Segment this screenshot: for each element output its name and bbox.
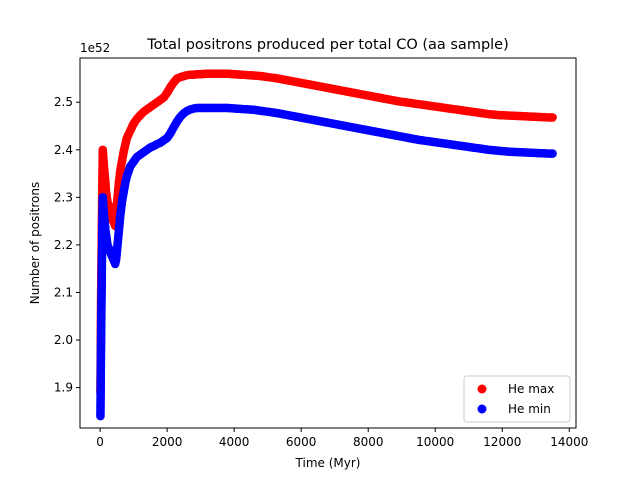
x-tick-label: 6000: [286, 435, 317, 449]
legend: He max He min: [463, 375, 571, 423]
y-axis-label: Number of positrons: [28, 182, 42, 305]
data-point: [548, 149, 557, 158]
legend-marker: [477, 404, 487, 414]
x-tick-label: 2000: [152, 435, 183, 449]
x-tick-label: 14000: [550, 435, 588, 449]
x-tick-label: 4000: [219, 435, 250, 449]
y-tick-label: 2.2: [54, 238, 73, 252]
legend-box: [463, 375, 571, 423]
x-tick-label: 10000: [416, 435, 454, 449]
y-axis: 1.9 2.0 2.1 2.2 2.3 2.4 2.5: [54, 95, 80, 395]
y-tick-label: 2.4: [54, 143, 73, 157]
y-tick-label: 1.9: [54, 381, 73, 395]
x-tick-label: 0: [96, 435, 104, 449]
chart-title: Total positrons produced per total CO (a…: [146, 37, 509, 53]
y-tick-label: 2.5: [54, 95, 73, 109]
plot-area: [96, 69, 557, 421]
x-tick-label: 12000: [483, 435, 521, 449]
x-axis: 0 2000 4000 6000 8000 10000 12000 14000: [96, 428, 588, 449]
series-he-min: [96, 103, 557, 421]
legend-label: He min: [508, 402, 551, 416]
x-tick-label: 8000: [353, 435, 384, 449]
legend-label: He max: [508, 382, 554, 396]
y-offset-text: 1e52: [80, 41, 110, 55]
plot-frame: [79, 57, 577, 429]
x-axis-label: Time (Myr): [295, 456, 361, 470]
y-tick-label: 2.1: [54, 285, 73, 299]
legend-marker: [477, 384, 487, 394]
data-point: [548, 113, 557, 122]
y-tick-label: 2.3: [54, 190, 73, 204]
y-tick-label: 2.0: [54, 333, 73, 347]
